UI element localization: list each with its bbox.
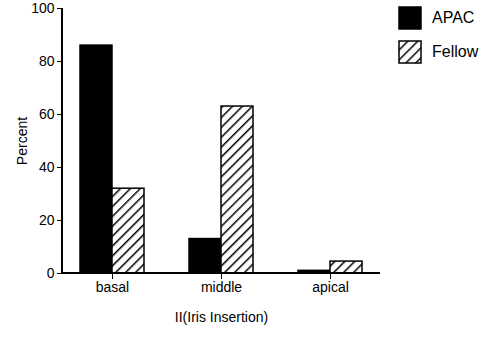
html-text:Fellow: Fellow <box>432 43 479 60</box>
html-text:APAC: APAC <box>432 9 475 26</box>
svg-text:80: 80 <box>39 53 55 69</box>
svg-text:apical: apical <box>312 279 349 295</box>
svg-text:100: 100 <box>31 0 55 16</box>
svg-text:II(Iris Insertion): II(Iris Insertion) <box>175 309 268 325</box>
svg-text:basal: basal <box>96 279 129 295</box>
svg-text:40: 40 <box>39 159 55 175</box>
svg-text:20: 20 <box>39 212 55 228</box>
svg-text:0: 0 <box>47 265 55 281</box>
svg-text:middle: middle <box>201 279 242 295</box>
svg-text:60: 60 <box>39 106 55 122</box>
svg-text:Percent: Percent <box>14 117 30 165</box>
